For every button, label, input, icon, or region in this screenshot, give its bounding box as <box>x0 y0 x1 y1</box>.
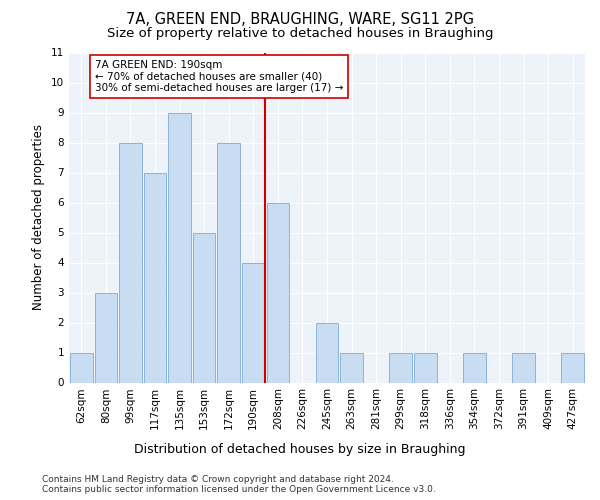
Bar <box>562 352 584 382</box>
Bar <box>168 112 191 382</box>
Bar <box>143 172 166 382</box>
Bar <box>414 352 437 382</box>
Bar <box>389 352 412 382</box>
Bar <box>95 292 117 382</box>
Bar <box>266 202 289 382</box>
Bar <box>463 352 486 382</box>
Bar <box>512 352 535 382</box>
Text: 7A GREEN END: 190sqm
← 70% of detached houses are smaller (40)
30% of semi-detac: 7A GREEN END: 190sqm ← 70% of detached h… <box>95 60 343 93</box>
Bar <box>217 142 240 382</box>
Y-axis label: Number of detached properties: Number of detached properties <box>32 124 46 310</box>
Bar <box>242 262 265 382</box>
Text: Contains HM Land Registry data © Crown copyright and database right 2024.
Contai: Contains HM Land Registry data © Crown c… <box>42 475 436 494</box>
Text: Size of property relative to detached houses in Braughing: Size of property relative to detached ho… <box>107 28 493 40</box>
Text: Distribution of detached houses by size in Braughing: Distribution of detached houses by size … <box>134 442 466 456</box>
Bar <box>193 232 215 382</box>
Text: 7A, GREEN END, BRAUGHING, WARE, SG11 2PG: 7A, GREEN END, BRAUGHING, WARE, SG11 2PG <box>126 12 474 28</box>
Bar <box>340 352 363 382</box>
Bar <box>70 352 92 382</box>
Bar <box>119 142 142 382</box>
Bar <box>316 322 338 382</box>
